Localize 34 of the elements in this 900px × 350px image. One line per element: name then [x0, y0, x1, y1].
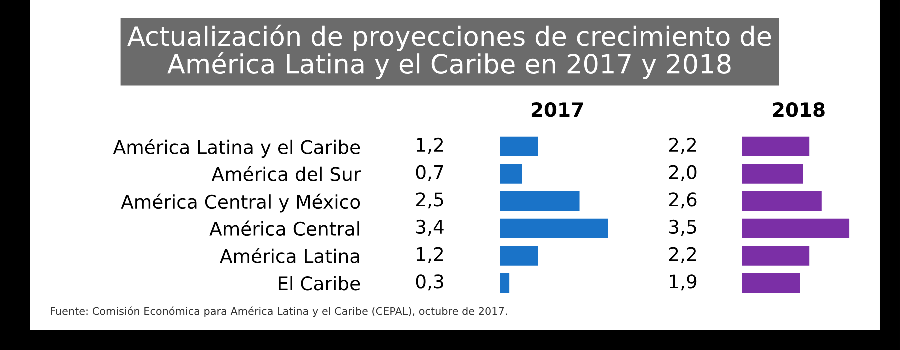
data-label: 2,2 [669, 138, 696, 154]
bar [500, 136, 538, 157]
data-label: 1,2 [417, 138, 444, 154]
bar [742, 273, 800, 294]
chart-title: Actualización de proyecciones de crecimiento de América Latina y el Caribe en 2017 y 2018 [128, 24, 772, 80]
data-label: 1,9 [670, 274, 697, 291]
y-tick-label: El Caribe [278, 276, 360, 291]
data-label: 3,4 [416, 220, 444, 236]
bar [742, 218, 850, 239]
data-label: 2,6 [669, 192, 697, 209]
data-label: 1,2 [417, 247, 444, 264]
data-label: 2,2 [669, 247, 696, 264]
bar [500, 191, 580, 212]
data-label: 3,5 [670, 220, 696, 236]
bar [500, 164, 522, 184]
bar [500, 246, 538, 266]
chart-title: 2018 [773, 102, 825, 118]
data-label: 2,0 [669, 165, 697, 182]
source-note: Fuente: Comisión Económica para América Latina y el Caribe (CEPAL), octubre de 2017. [51, 306, 508, 318]
bar [500, 273, 510, 294]
data-label: 0,7 [416, 165, 444, 182]
y-tick-label: América del Sur [212, 166, 362, 182]
bar [742, 136, 810, 157]
y-tick-label: América Central y México [121, 194, 360, 213]
chart-subtitle: 2017 [532, 102, 584, 118]
y-tick-label: América Central [210, 220, 360, 236]
y-tick-label: América Latina [220, 248, 360, 264]
bar [742, 191, 822, 212]
data-label: 0,3 [416, 274, 444, 291]
bar [500, 218, 608, 239]
bar [742, 246, 810, 266]
bar [742, 164, 804, 184]
data-label: 2,5 [416, 192, 444, 209]
y-tick-label: América Latina y el Caribe [113, 139, 360, 158]
